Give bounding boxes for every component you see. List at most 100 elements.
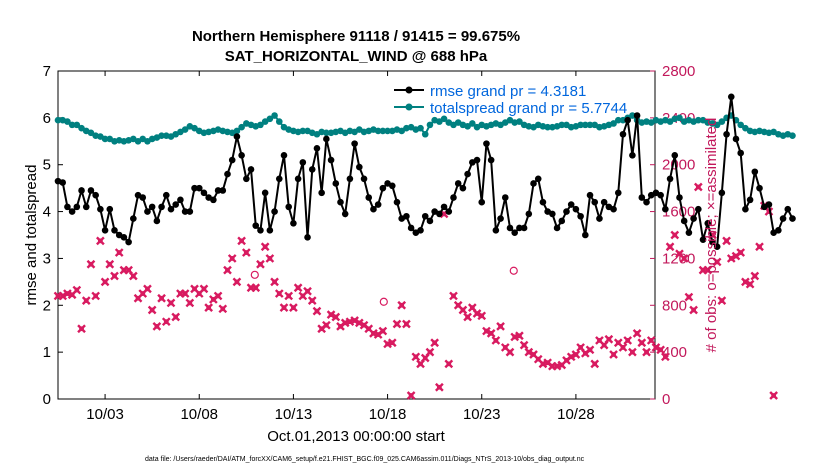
- obs-assimilated-dot: [93, 293, 99, 299]
- y-axis-left-label: rmse and totalspread: [23, 165, 40, 306]
- obs-assimilated-dot: [83, 298, 89, 303]
- rmse-point: [742, 205, 749, 213]
- rmse-point: [299, 159, 307, 166]
- rmse-point: [695, 205, 702, 213]
- obs-assimilated-dot: [74, 287, 80, 293]
- rmse-point: [727, 93, 735, 101]
- totalspread-point: [384, 127, 391, 135]
- y-left-tick-label: 7: [43, 63, 51, 80]
- obs-assimilated-dot: [507, 349, 513, 355]
- rmse-point: [68, 208, 76, 215]
- obs-assimilated-dot: [380, 328, 386, 334]
- y-right-tick-label: 2000: [662, 157, 695, 174]
- obs-assimilated-dot: [215, 293, 221, 299]
- obs-assimilated-dot: [662, 354, 668, 360]
- rmse-point: [775, 227, 782, 234]
- rmse-point: [666, 175, 674, 183]
- obs-assimilated-dot: [272, 279, 277, 285]
- rmse-point: [360, 175, 368, 183]
- obs-assimilated-dot: [728, 256, 734, 261]
- rmse-point: [332, 180, 340, 187]
- obs-assimilated-dot: [451, 293, 456, 299]
- obs-assimilated-dot: [234, 279, 240, 285]
- rmse-point: [275, 175, 283, 183]
- rmse-point: [210, 196, 217, 204]
- obs-assimilated-dot: [493, 338, 499, 343]
- rmse-point: [572, 205, 580, 213]
- rmse-point: [685, 229, 693, 236]
- obs-assimilated-dot: [328, 312, 334, 318]
- rmse-point: [662, 205, 669, 213]
- obs-assimilated-dot: [173, 314, 179, 320]
- rmse-point: [153, 217, 161, 225]
- totalspread-point: [299, 127, 307, 135]
- rmse-point: [558, 217, 566, 225]
- rmse-point: [492, 227, 500, 234]
- y-right-tick-label: 2800: [662, 63, 695, 80]
- rmse-point: [591, 198, 599, 206]
- obs-count-series: [53, 182, 778, 400]
- obs-assimilated-dot: [695, 184, 701, 190]
- obs-assimilated-dot: [116, 250, 122, 255]
- obs-assimilated-dot: [121, 267, 127, 273]
- rmse-point: [120, 234, 128, 241]
- x-tick-label: 10/08: [180, 406, 218, 423]
- rmse-point: [186, 208, 194, 215]
- obs-assimilated-dot: [220, 306, 226, 312]
- obs-assimilated-dot: [145, 286, 150, 292]
- x-axis-label: Oct.01,2013 00:00:00 start: [267, 428, 445, 445]
- totalspread-point: [440, 115, 448, 123]
- obs-assimilated-dot: [724, 238, 729, 244]
- obs-assimilated-dot: [446, 361, 452, 367]
- rmse-point: [271, 208, 278, 215]
- rmse-point: [233, 133, 241, 140]
- rmse-point: [530, 180, 537, 187]
- totalspread-point: [718, 118, 726, 125]
- rmse-point: [520, 224, 528, 232]
- legend: rmse grand pr = 4.3181 totalspread grand…: [394, 83, 627, 117]
- totalspread-point: [469, 120, 476, 127]
- obs-assimilated-dot: [126, 267, 132, 273]
- rmse-point: [699, 236, 707, 243]
- obs-assimilated-dot: [474, 311, 480, 316]
- rmse-point: [257, 227, 264, 234]
- obs-assimilated-dot: [752, 273, 758, 279]
- obs-assimilated-dot: [700, 267, 706, 273]
- rmse-point: [417, 227, 424, 234]
- y-left-tick-label: 2: [43, 297, 51, 314]
- y-axis-right-label: # of obs: o=possible; ×=assimilated: [703, 118, 720, 353]
- rmse-point: [106, 205, 114, 213]
- rmse-point: [723, 130, 730, 138]
- obs-assimilated-dot: [606, 336, 612, 342]
- rmse-point: [327, 156, 335, 164]
- obs-assimilated-dot: [705, 267, 711, 273]
- obs-assimilated-dot: [281, 305, 287, 311]
- obs-assimilated-dot: [573, 352, 579, 357]
- obs-assimilated-dot: [60, 293, 66, 299]
- obs-assimilated-dot: [653, 345, 659, 350]
- legend-rmse-label: rmse grand pr = 4.3181: [430, 83, 586, 100]
- rmse-point: [450, 194, 457, 201]
- rmse-point: [464, 170, 471, 178]
- rmse-point: [285, 203, 293, 211]
- rmse-point: [162, 191, 170, 199]
- rmse-point: [379, 184, 387, 192]
- totalspread-point: [789, 132, 796, 139]
- rmse-point: [370, 205, 377, 213]
- y-right-tick-label: 400: [662, 344, 687, 361]
- obs-assimilated-dot: [239, 238, 245, 244]
- obs-assimilated-dot: [639, 340, 645, 346]
- obs-assimilated-dot: [201, 286, 207, 292]
- rmse-point: [73, 203, 81, 211]
- rmse-point: [407, 224, 415, 232]
- y-right-tick-label: 800: [662, 297, 687, 314]
- rmse-point: [756, 184, 763, 192]
- rmse-point: [633, 112, 641, 119]
- rmse-point: [478, 198, 486, 206]
- totalspread-point: [577, 121, 584, 129]
- rmse-point: [318, 189, 325, 197]
- rmse-point: [577, 212, 584, 220]
- obs-assimilated-dot: [130, 273, 136, 279]
- obs-assimilated-dot: [422, 355, 428, 361]
- obs-assimilated-dot: [168, 300, 174, 306]
